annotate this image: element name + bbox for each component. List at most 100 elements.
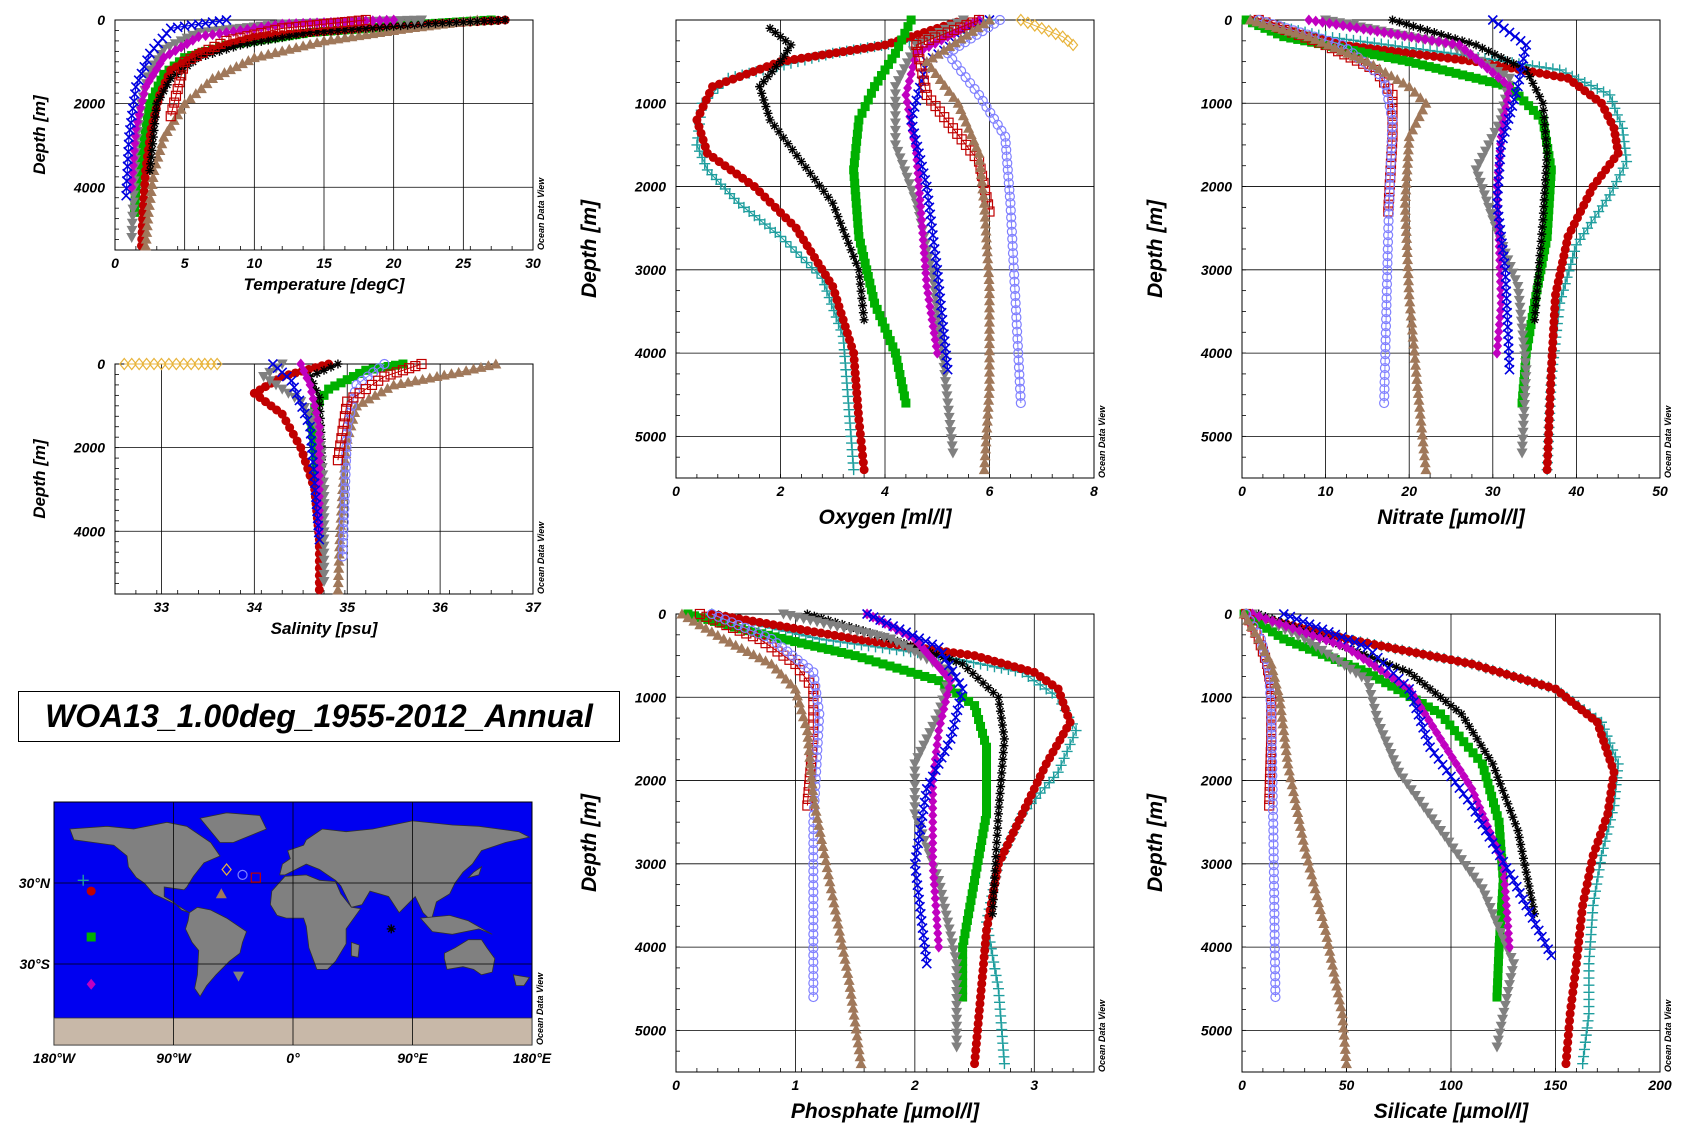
data-point	[318, 555, 330, 566]
data-point	[948, 91, 960, 102]
data-point	[927, 674, 937, 684]
data-point	[901, 58, 913, 69]
data-point	[982, 401, 994, 412]
data-point	[1518, 413, 1530, 424]
data-point	[178, 357, 190, 371]
data-point	[1466, 800, 1477, 811]
data-point	[804, 758, 816, 769]
data-point	[305, 28, 315, 38]
data-point	[315, 399, 325, 409]
data-point	[981, 415, 993, 426]
data-point	[1409, 352, 1421, 363]
data-point	[841, 232, 851, 242]
series-s6	[1244, 14, 1432, 475]
data-point	[424, 19, 433, 29]
data-point	[1311, 890, 1323, 901]
data-point	[1566, 1002, 1576, 1012]
data-point	[817, 841, 829, 852]
data-point	[1269, 908, 1280, 919]
data-point	[1516, 839, 1526, 849]
data-point	[965, 902, 975, 912]
data-point	[979, 959, 989, 969]
x-tick-label: 20	[1400, 483, 1417, 499]
data-point	[932, 920, 942, 932]
data-point	[909, 787, 921, 798]
data-point	[376, 363, 386, 373]
data-point	[1399, 197, 1411, 208]
data-point	[1381, 314, 1392, 325]
data-point	[1458, 788, 1469, 799]
data-point	[1584, 872, 1594, 882]
data-point	[1528, 105, 1538, 115]
data-point	[1518, 399, 1530, 410]
data-point	[1414, 92, 1426, 103]
data-point	[291, 30, 301, 40]
data-point	[1436, 709, 1446, 719]
data-point	[1495, 1021, 1507, 1032]
data-point	[862, 265, 872, 275]
data-point	[1439, 831, 1451, 842]
data-point	[1307, 876, 1319, 887]
data-point	[909, 773, 921, 784]
data-point	[1400, 184, 1412, 195]
data-point	[1595, 830, 1605, 840]
data-point	[942, 917, 954, 928]
data-point	[1413, 32, 1423, 44]
x-tick-label: 1	[792, 1077, 800, 1093]
data-point	[858, 308, 868, 318]
data-point	[755, 82, 765, 92]
data-point	[1306, 869, 1318, 880]
data-point	[179, 56, 190, 67]
data-point	[968, 668, 978, 678]
data-point	[875, 311, 885, 321]
data-point	[1491, 78, 1501, 88]
data-point	[1379, 369, 1390, 381]
data-point	[1501, 120, 1512, 131]
data-point	[360, 14, 371, 26]
data-point	[1494, 817, 1504, 827]
data-point	[1492, 67, 1504, 78]
data-point	[1399, 688, 1409, 698]
data-point	[927, 721, 939, 732]
data-point	[982, 789, 992, 799]
data-point	[997, 761, 1007, 771]
data-point	[1342, 47, 1354, 58]
station-marker	[86, 978, 96, 990]
data-point	[807, 791, 819, 802]
data-point	[909, 101, 920, 113]
data-point	[829, 904, 841, 915]
data-point	[808, 942, 819, 954]
data-point	[805, 168, 815, 178]
data-point	[976, 842, 986, 852]
data-point	[1542, 69, 1552, 79]
data-point	[1390, 761, 1402, 772]
data-point	[297, 40, 309, 51]
data-point	[918, 75, 929, 86]
data-point	[339, 503, 350, 514]
data-point	[796, 624, 806, 634]
data-point	[1543, 944, 1554, 955]
data-point	[885, 634, 897, 645]
data-point	[164, 41, 176, 52]
data-point	[1013, 347, 1024, 359]
data-point	[848, 1009, 860, 1020]
data-point	[1587, 858, 1597, 868]
data-point	[1509, 275, 1521, 286]
data-point	[939, 370, 951, 381]
data-point	[1283, 765, 1295, 776]
data-point	[1502, 913, 1512, 925]
data-point	[1454, 39, 1464, 51]
data-point	[951, 987, 963, 998]
data-point	[1028, 675, 1040, 687]
data-point	[1363, 683, 1375, 694]
data-point	[127, 174, 137, 186]
continent	[185, 906, 247, 998]
station-s6	[215, 888, 227, 899]
data-point	[1485, 785, 1495, 795]
data-point	[138, 140, 148, 150]
data-point	[1528, 78, 1538, 88]
data-point	[1043, 24, 1054, 38]
data-point	[1327, 653, 1339, 664]
data-point	[855, 279, 865, 289]
